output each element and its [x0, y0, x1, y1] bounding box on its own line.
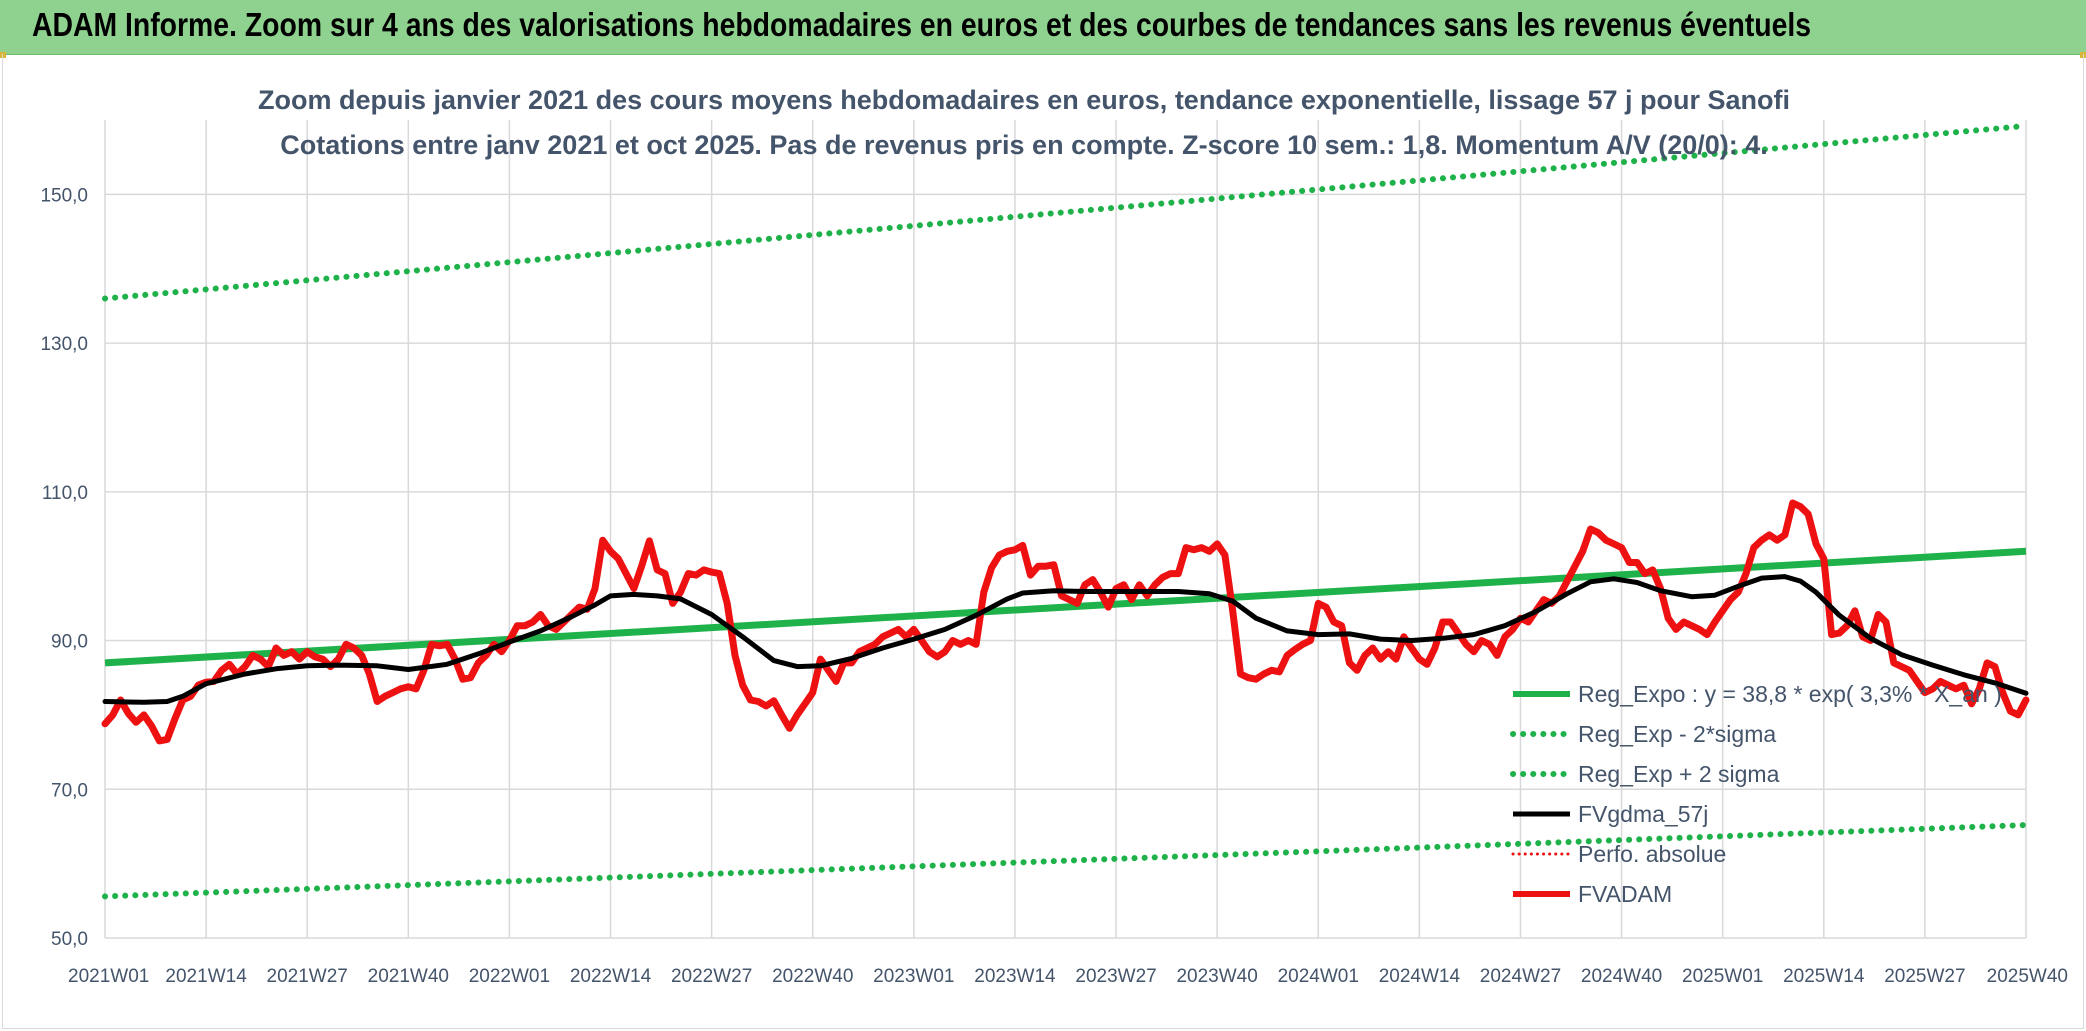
y-tick-label: 70,0 [51, 780, 88, 801]
x-tick-label: 2025W40 [1987, 966, 2068, 987]
lower-band-line [102, 822, 2029, 900]
x-tick-label: 2023W40 [1176, 966, 1257, 987]
legend-lower-band-label: Reg_Exp - 2*sigma [1578, 721, 1776, 747]
x-tick-label: 2021W27 [267, 966, 348, 987]
chart-subtitle: Cotations entre janv 2021 et oct 2025. P… [280, 130, 1768, 160]
x-tick-label: 2022W14 [570, 966, 652, 987]
trend-line [104, 547, 2027, 667]
report-title: ADAM Informe. Zoom sur 4 ans des valoris… [32, 6, 1812, 43]
x-tick-label: 2021W01 [68, 966, 149, 987]
x-tick-label: 2023W27 [1075, 966, 1156, 987]
x-tick-label: 2024W40 [1581, 966, 1662, 987]
x-tick-label: 2025W01 [1682, 966, 1763, 987]
gridlines [104, 120, 2027, 939]
x-tick-label: 2022W01 [469, 966, 550, 987]
y-axis-ticks: 50,0 70,0 90,0 110,0 130,0 150,0 [40, 185, 88, 950]
legend-price-label: FVADAM [1578, 881, 1672, 907]
x-tick-label: 2021W40 [368, 966, 449, 987]
legend-upper-band-label: Reg_Exp + 2 sigma [1578, 761, 1780, 787]
legend: Reg_Expo : y = 38,8 * exp( 3,3% * X_an )… [1510, 681, 2002, 907]
x-tick-label: 2024W01 [1278, 966, 1359, 987]
legend-perf-label: Perfo. absolue [1578, 841, 1726, 867]
banner-corner-left [0, 52, 6, 58]
x-tick-label: 2025W14 [1783, 966, 1865, 987]
upper-band-line [102, 122, 2029, 302]
y-tick-label: 110,0 [42, 483, 88, 504]
x-tick-label: 2022W40 [772, 966, 853, 987]
x-tick-label: 2024W14 [1379, 966, 1461, 987]
y-tick-label: 50,0 [51, 929, 88, 950]
x-tick-label: 2023W14 [974, 966, 1056, 987]
smoothed-line [102, 574, 2029, 705]
y-tick-label: 150,0 [40, 185, 88, 206]
legend-trend-label: Reg_Expo : y = 38,8 * exp( 3,3% * X_an ) [1578, 681, 2002, 707]
x-tick-label: 2024W27 [1480, 966, 1561, 987]
legend-smoothed-label: FVgdma_57j [1578, 801, 1708, 827]
x-tick-label: 2022W27 [671, 966, 752, 987]
chart-frame [2, 54, 2084, 1029]
y-tick-label: 130,0 [40, 334, 88, 355]
plot-area [101, 122, 2030, 900]
x-axis-ticks: 2021W01 2021W14 2021W27 2021W40 2022W01 2022W… [68, 966, 2068, 987]
x-tick-label: 2021W14 [165, 966, 247, 987]
y-tick-label: 90,0 [51, 632, 88, 653]
chart-title: Zoom depuis janvier 2021 des cours moyen… [258, 85, 1790, 115]
x-tick-label: 2025W27 [1884, 966, 1965, 987]
x-tick-label: 2023W01 [873, 966, 954, 987]
report-banner: ADAM Informe. Zoom sur 4 ans des valoris… [0, 0, 2086, 55]
